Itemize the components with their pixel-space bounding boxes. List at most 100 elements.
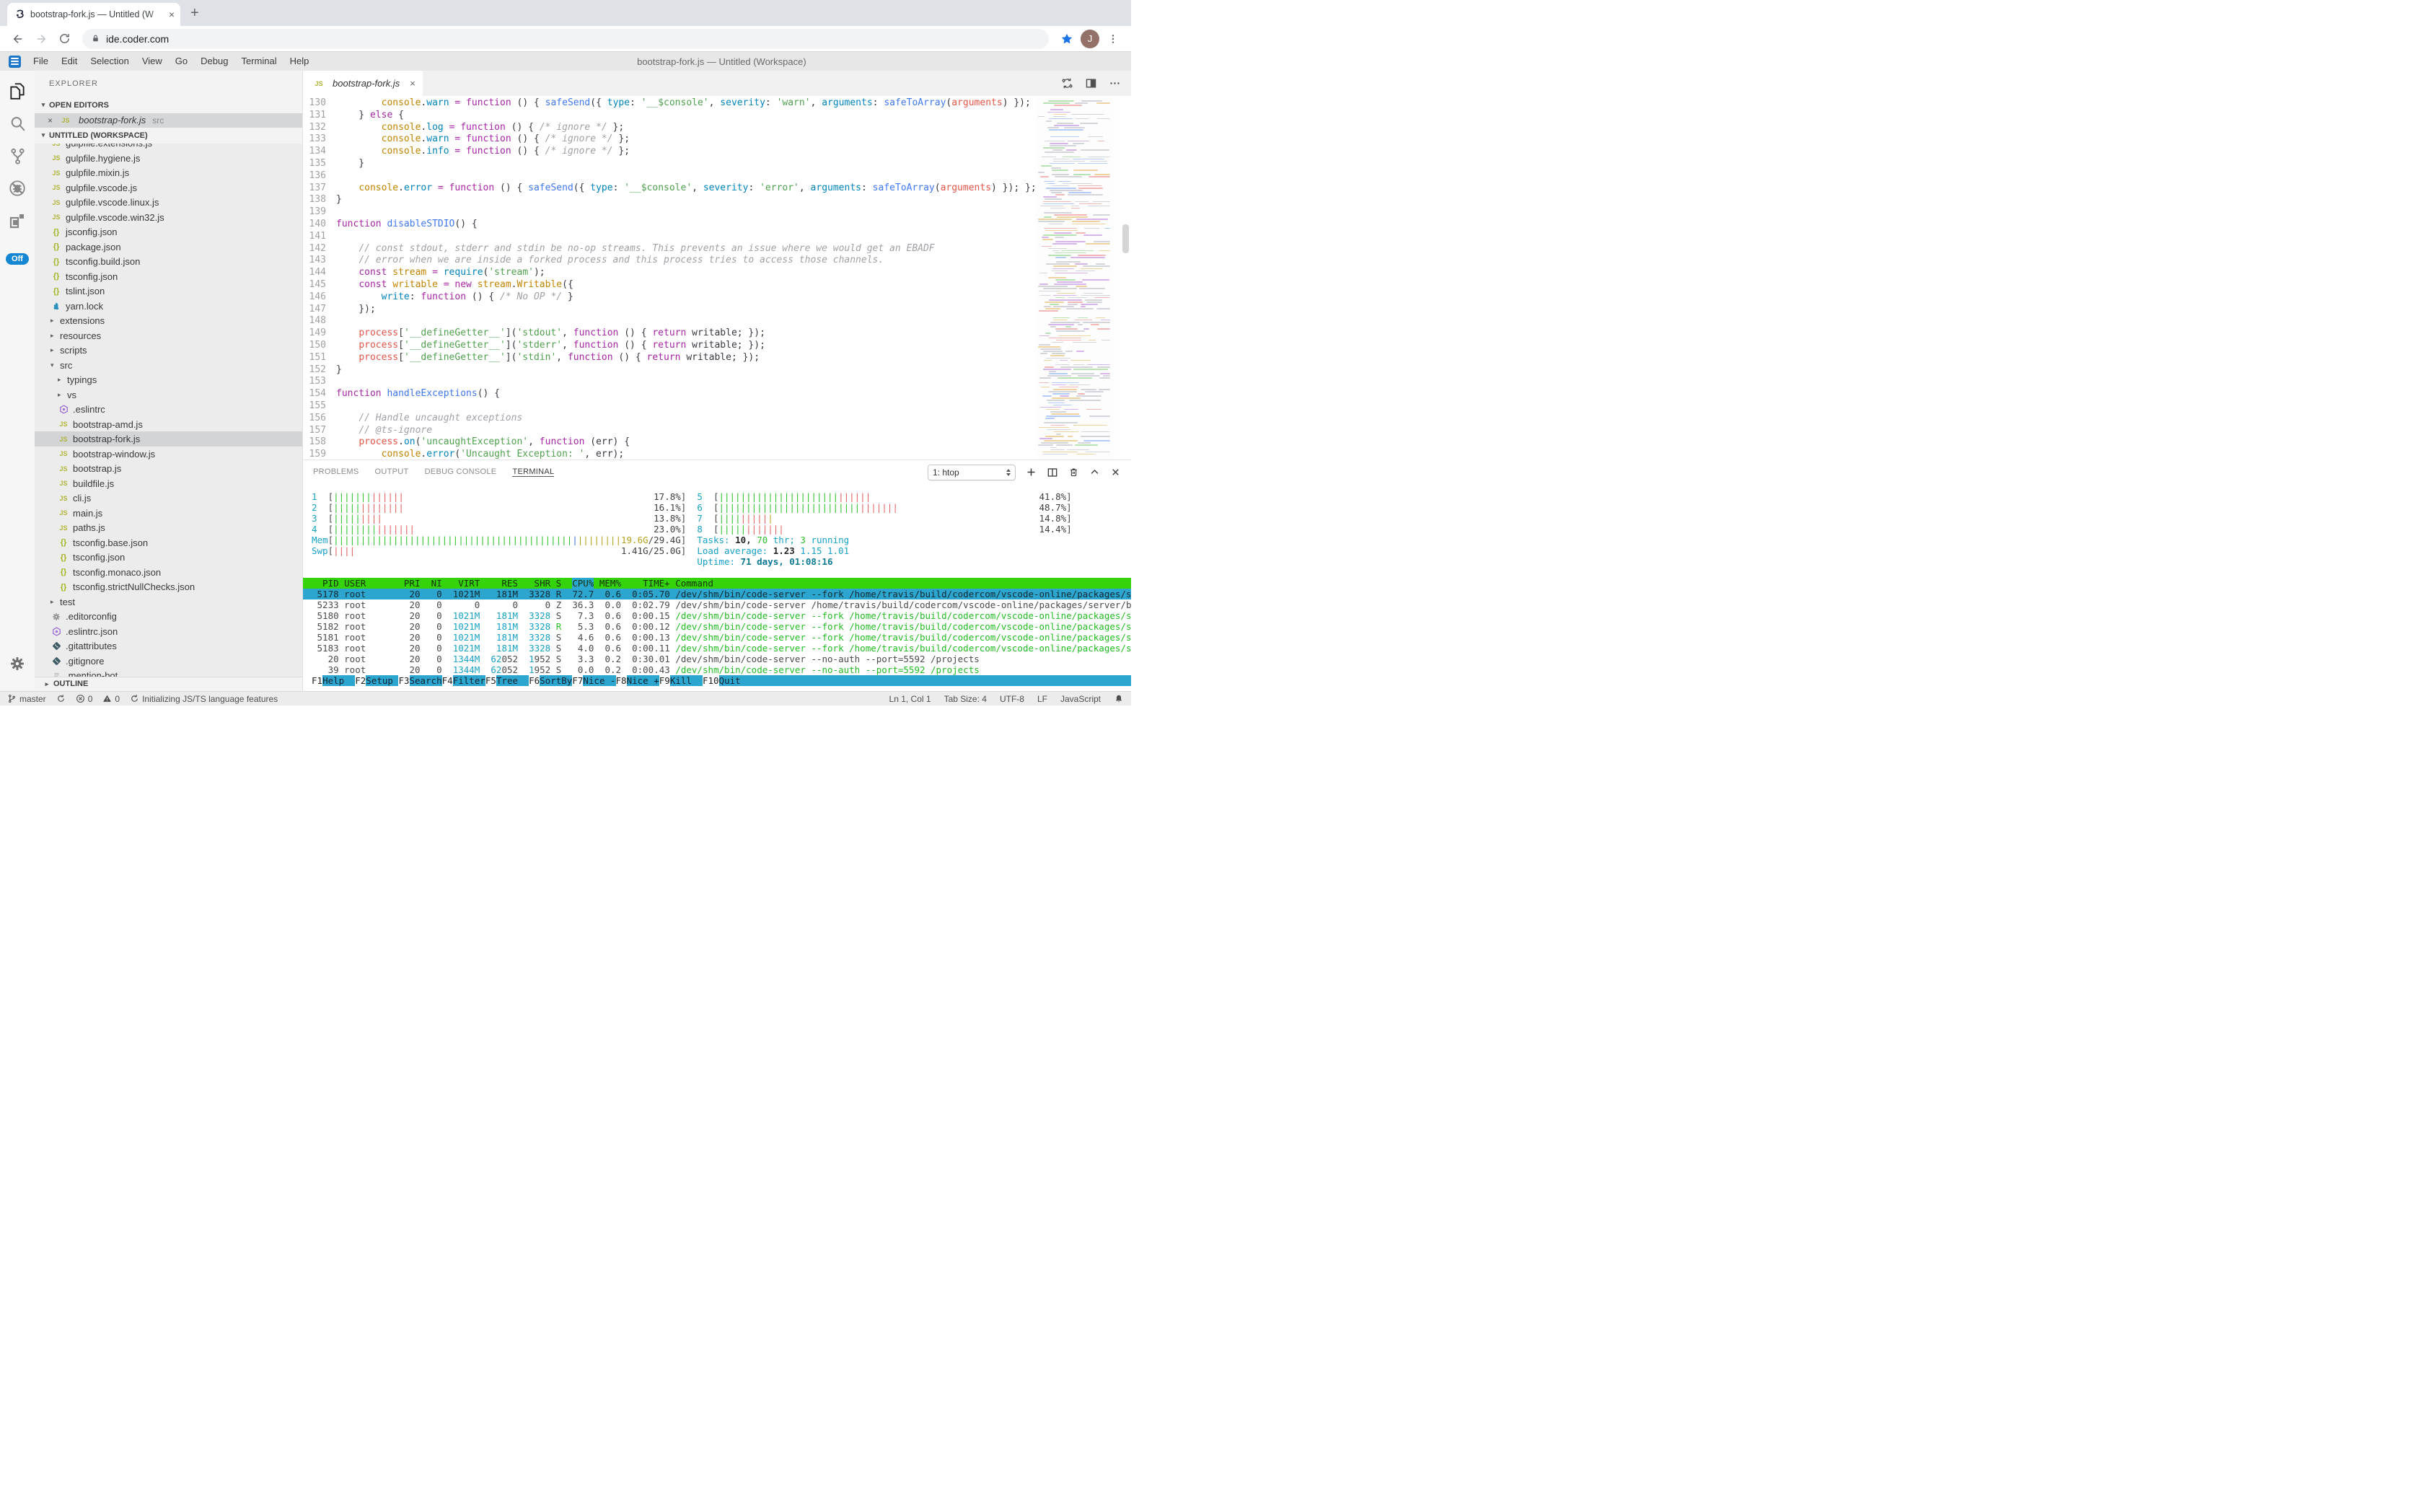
open-editor-item[interactable]: × JS bootstrap-fork.js src [35,113,302,128]
tree-item[interactable]: ▸ extensions [35,313,302,328]
sync-indicator[interactable] [56,694,66,703]
browser-menu-icon[interactable] [1104,30,1122,48]
tree-item[interactable]: .eslintrc [35,402,302,417]
editor-tab[interactable]: JS bootstrap-fork.js × [303,71,423,96]
source-control-icon[interactable] [7,146,27,166]
tree-item[interactable]: ▸ resources [35,328,302,343]
fkey-f3[interactable]: F3 [398,675,410,686]
tree-item[interactable]: JS cli.js [35,491,302,506]
fkey-label[interactable]: Kill [669,675,703,686]
tree-item[interactable]: JS gulpfile.vscode.win32.js [35,210,302,225]
avatar[interactable]: J [1081,29,1099,48]
fkey-f6[interactable]: F6 [529,675,540,686]
tree-item[interactable]: ▾ src [35,358,302,373]
debug-disabled-icon[interactable] [7,178,27,198]
fkey-label[interactable]: Search [409,675,442,686]
bell-icon[interactable] [1114,694,1124,704]
open-editors-header[interactable]: ▾ OPEN EDITORS [35,97,302,113]
toggle-sync-icon[interactable] [1061,77,1073,89]
tree-item[interactable]: {} tsconfig.build.json [35,254,302,269]
panel-tab-debug-console[interactable]: DEBUG CONSOLE [424,467,497,476]
fkey-f8[interactable]: F8 [615,675,627,686]
fkey-label[interactable]: SortBy [540,675,573,686]
tree-item[interactable]: ▸ scripts [35,343,302,358]
tree-item[interactable]: JS bootstrap.js [35,461,302,476]
back-icon[interactable] [9,30,27,48]
error-count[interactable]: 0 [76,694,92,704]
fkey-f4[interactable]: F4 [441,675,453,686]
menu-go[interactable]: Go [175,56,188,66]
maximize-panel-icon[interactable] [1089,467,1100,478]
menu-terminal[interactable]: Terminal [241,56,277,66]
tree-item[interactable]: yarn.lock [35,299,302,314]
settings-gear-icon[interactable] [7,654,27,674]
tree-item[interactable]: {} tsconfig.strictNullChecks.json [35,579,302,594]
tree-item[interactable]: ▸ test [35,594,302,610]
tree-item[interactable]: JS gulpfile.vscode.js [35,180,302,195]
tree-item[interactable]: {} tsconfig.monaco.json [35,565,302,580]
language-status[interactable]: Initializing JS/TS language features [130,694,278,704]
close-panel-icon[interactable] [1110,467,1121,478]
more-actions-icon[interactable] [1109,77,1121,89]
tree-item[interactable]: JS buildfile.js [35,476,302,491]
panel-tab-output[interactable]: OUTPUT [374,467,409,476]
fkey-f1[interactable]: F1 [312,675,323,686]
branch-indicator[interactable]: master [7,694,46,704]
tree-item[interactable]: {} jsconfig.json [35,224,302,239]
tree-item[interactable]: JS main.js [35,506,302,521]
tree-item[interactable]: .editorconfig [35,609,302,624]
tree-item[interactable]: .gitignore [35,654,302,669]
tree-item[interactable]: JS gulpfile.mixin.js [35,165,302,180]
warning-count[interactable]: 0 [102,694,120,704]
menu-selection[interactable]: Selection [90,56,129,66]
tree-item[interactable]: ▸ vs [35,387,302,403]
tree-item[interactable]: JS gulpfile.extensions.js [35,144,302,151]
fkey-label[interactable]: Setup [366,675,399,686]
panel-tab-problems[interactable]: PROBLEMS [313,467,359,476]
online-status-badge[interactable]: Off [6,253,29,265]
tab-close-icon[interactable]: × [168,9,175,20]
status-ln-1-col-1[interactable]: Ln 1, Col 1 [889,693,931,704]
status-javascript[interactable]: JavaScript [1060,693,1101,704]
tree-item[interactable]: JS bootstrap-fork.js [35,431,302,447]
fkey-label[interactable]: Nice - [583,675,616,686]
fkey-f5[interactable]: F5 [485,675,496,686]
tree-item[interactable]: JS bootstrap-amd.js [35,417,302,432]
browser-tab[interactable]: bootstrap-fork.js — Untitled (W × [7,3,180,26]
tree-item[interactable]: .gitattributes [35,638,302,654]
workspace-header[interactable]: ▾ UNTITLED (WORKSPACE) [35,128,302,144]
status-utf-8[interactable]: UTF-8 [999,693,1024,704]
tree-item[interactable]: ▸ typings [35,372,302,387]
editor-scrollbar[interactable] [1122,224,1129,253]
fkey-f9[interactable]: F9 [659,675,670,686]
menu-file[interactable]: File [33,56,48,66]
terminal[interactable]: 1 [||||||||||||| 17.8%] 5 [|||||||||||||… [303,484,1131,691]
menu-view[interactable]: View [141,56,162,66]
close-icon[interactable]: × [48,115,53,126]
tree-item[interactable]: {} package.json [35,239,302,255]
tree-item[interactable]: {} tsconfig.json [35,269,302,284]
reload-icon[interactable] [55,30,74,48]
panel-tab-terminal[interactable]: TERMINAL [512,467,555,477]
fkey-label[interactable]: Tree [496,675,529,686]
search-icon[interactable] [7,113,27,133]
forward-icon[interactable] [32,30,50,48]
tree-item[interactable]: JS gulpfile.vscode.linux.js [35,195,302,210]
tree-item[interactable]: JS bootstrap-window.js [35,447,302,462]
fkey-label[interactable]: Help [322,675,356,686]
tree-item[interactable]: .mention-bot [35,668,302,677]
outline-section[interactable]: ▸ OUTLINE [35,677,302,691]
new-terminal-icon[interactable] [1026,467,1037,478]
tree-item[interactable]: {} tsconfig.json [35,550,302,565]
tree-item[interactable]: {} tslint.json [35,284,302,299]
explorer-icon[interactable] [7,81,27,101]
tab-close-icon[interactable]: × [410,78,415,89]
fkey-f7[interactable]: F7 [572,675,584,686]
fkey-label[interactable]: Nice + [626,675,659,686]
fkey-label[interactable]: Quit [718,675,741,686]
terminal-picker[interactable]: 1: htop [928,464,1016,480]
new-tab-button[interactable]: + [190,5,199,21]
fkey-f10[interactable]: F10 [702,675,719,686]
tree-item[interactable]: JS paths.js [35,520,302,535]
bookmark-star-icon[interactable] [1057,30,1076,48]
